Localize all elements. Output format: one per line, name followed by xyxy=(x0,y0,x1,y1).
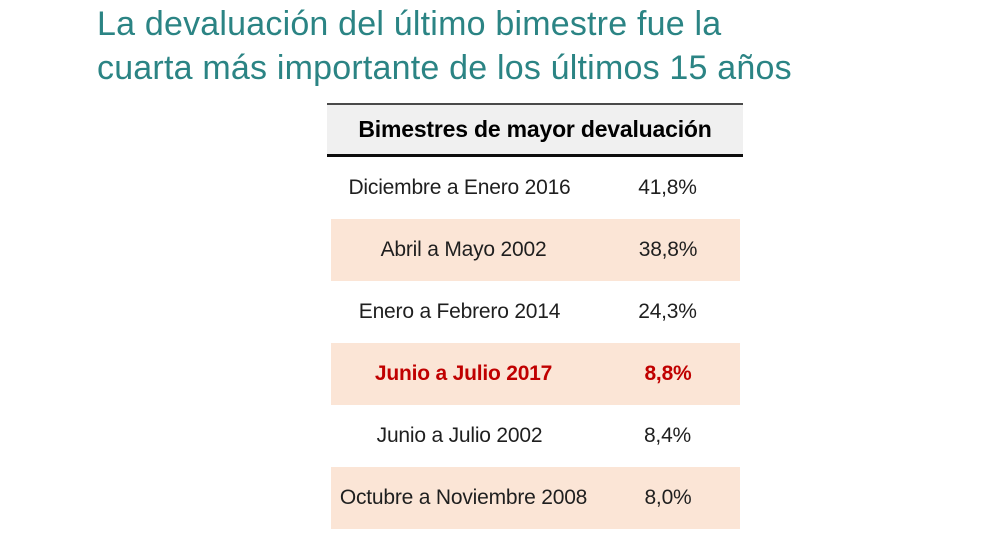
table-row: Enero a Febrero 2014 24,3% xyxy=(327,281,743,343)
table-header: Bimestres de mayor devaluación xyxy=(327,103,743,157)
value-cell: 41,8% xyxy=(638,176,697,199)
table-row: Diciembre a Enero 2016 41,8% xyxy=(327,157,743,219)
devaluation-table: Bimestres de mayor devaluación Diciembre… xyxy=(327,103,743,529)
table-row-highlighted: Junio a Julio 2017 8,8% xyxy=(331,343,740,405)
value-cell: 24,3% xyxy=(638,300,697,323)
table-header-label: Bimestres de mayor devaluación xyxy=(358,116,712,142)
value-cell: 38,8% xyxy=(638,238,698,261)
page-title-line1: La devaluación del último bimestre fue l… xyxy=(97,5,722,43)
value-cell: 8,4% xyxy=(643,424,692,447)
value-cell: 8,0% xyxy=(644,486,692,509)
table-row: Octubre a Noviembre 2008 8,0% xyxy=(331,467,740,529)
period-cell: Octubre a Noviembre 2008 xyxy=(339,486,588,509)
table-row: Abril a Mayo 2002 38,8% xyxy=(331,219,740,281)
page-title: La devaluación del último bimestre fue l… xyxy=(97,2,792,90)
value-cell: 8,8% xyxy=(644,362,692,385)
period-cell: Junio a Julio 2002 xyxy=(376,424,543,447)
period-cell: Enero a Febrero 2014 xyxy=(358,300,561,323)
table-row: Junio a Julio 2002 8,4% xyxy=(327,405,743,467)
period-cell: Diciembre a Enero 2016 xyxy=(348,176,571,199)
page-title-line2: cuarta más importante de los últimos 15 … xyxy=(97,49,792,87)
period-cell: Junio a Julio 2017 xyxy=(374,362,553,385)
period-cell: Abril a Mayo 2002 xyxy=(380,238,547,261)
